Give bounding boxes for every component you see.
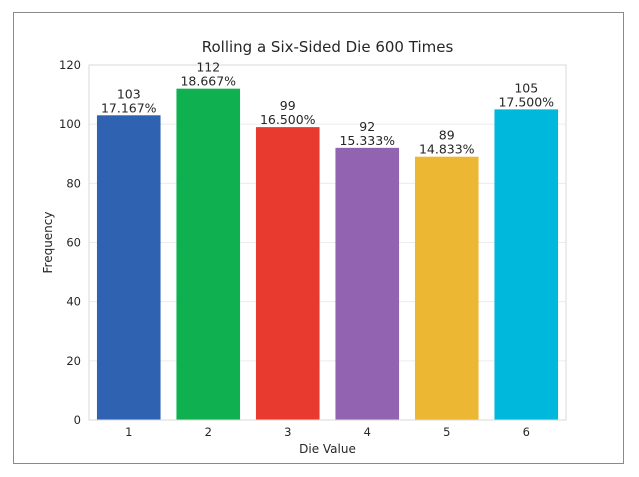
x-axis-label: Die Value <box>299 442 356 456</box>
x-tick-label: 4 <box>364 425 371 439</box>
x-tick-label: 1 <box>125 425 132 439</box>
x-tick-label: 2 <box>205 425 212 439</box>
bar-3 <box>255 127 320 420</box>
bar-4 <box>335 147 400 421</box>
x-tick-label: 3 <box>284 425 291 439</box>
y-tick-label: 0 <box>74 413 81 427</box>
y-axis-label: Frequency <box>41 212 55 274</box>
y-tick-label: 100 <box>59 117 81 131</box>
y-tick-label: 20 <box>66 354 81 368</box>
tick-labels: 0 20 40 60 80 100 120 1 2 3 4 5 6 <box>59 58 530 439</box>
bar-5 <box>414 156 479 421</box>
chart-title: Rolling a Six-Sided Die 600 Times <box>202 38 454 56</box>
y-tick-label: 40 <box>66 295 81 309</box>
bars <box>96 88 559 421</box>
y-tick-label: 60 <box>66 236 81 250</box>
plot-area <box>88 64 567 421</box>
bar-percent-label: 15.333% <box>339 133 395 148</box>
x-tick-label: 5 <box>443 425 450 439</box>
bar-count-label: 105 <box>514 80 538 95</box>
bar-percent-label: 17.167% <box>101 100 157 115</box>
bar-6 <box>494 109 559 420</box>
bar-count-label: 99 <box>280 98 296 113</box>
bar-2 <box>176 88 241 421</box>
y-tick-label: 120 <box>59 58 81 72</box>
bar-count-label: 89 <box>439 128 455 143</box>
bar-count-label: 103 <box>117 86 141 101</box>
bar-percent-label: 18.667% <box>180 74 236 89</box>
bar-1 <box>96 115 161 421</box>
bar-percent-label: 17.500% <box>498 94 554 109</box>
bar-percent-label: 16.500% <box>260 112 316 127</box>
x-tick-label: 6 <box>523 425 530 439</box>
bar-count-label: 92 <box>359 119 375 134</box>
y-tick-label: 80 <box>66 176 81 190</box>
bar-count-label: 112 <box>196 60 220 75</box>
bar-percent-label: 14.833% <box>419 142 475 157</box>
